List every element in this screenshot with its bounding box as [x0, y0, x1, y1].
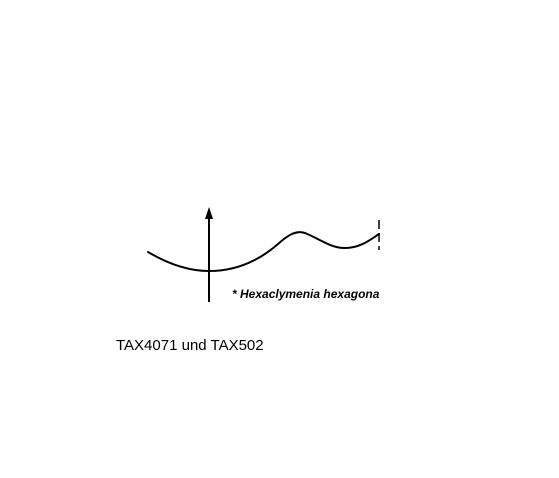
venter-arrow-head: [205, 207, 213, 219]
species-label: * Hexaclymenia hexagona: [232, 287, 380, 301]
suture-line: [147, 231, 380, 273]
taxa-label: TAX4071 und TAX502: [116, 337, 264, 354]
